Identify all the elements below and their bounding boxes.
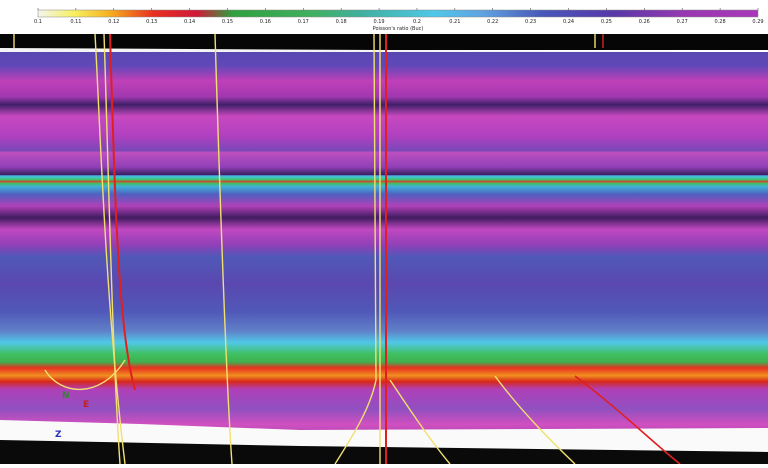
colorbar-tick-label: 0.18 <box>336 19 347 25</box>
colorbar-tick-label: 0.27 <box>677 19 688 25</box>
colorbar-tick-label: 0.17 <box>298 19 309 25</box>
axis-down: Z <box>55 430 62 440</box>
colorbar-tick-label: 0.14 <box>184 19 195 25</box>
colorbar-tick-label: 0.28 <box>715 19 726 25</box>
colorbar-tick-label: 0.26 <box>639 19 650 25</box>
colorbar-tick-label: 0.23 <box>525 19 536 25</box>
top-edge <box>0 34 768 50</box>
axis-north: N <box>62 391 70 401</box>
axis-east: E <box>83 400 89 410</box>
colorbar-tick-label: 0.13 <box>146 19 157 25</box>
colorbar-label: Poisson's ratio (Buc) <box>373 26 424 32</box>
colorbar-tick-label: 0.2 <box>413 19 421 25</box>
colorbar-tick-label: 0.25 <box>601 19 612 25</box>
colorbar <box>38 10 758 17</box>
colorbar-tick-label: 0.16 <box>260 19 271 25</box>
colorbar-tick-label: 0.11 <box>70 19 81 25</box>
colorbar-tick-label: 0.15 <box>222 19 233 25</box>
colorbar-tick-label: 0.19 <box>373 19 384 25</box>
colorbar-tick-label: 0.21 <box>449 19 460 25</box>
colorbar-tick-label: 0.22 <box>487 19 498 25</box>
colorbar-tick-label: 0.29 <box>752 19 763 25</box>
colorbar-tick-label: 0.24 <box>563 19 574 25</box>
colorbar-tick-label: 0.12 <box>108 19 119 25</box>
colorbar-tick-label: 0.1 <box>34 19 42 25</box>
seismic-view: Poisson's ratio (Buc) N E Z 0.1 0.11 0.12 0… <box>0 0 768 464</box>
